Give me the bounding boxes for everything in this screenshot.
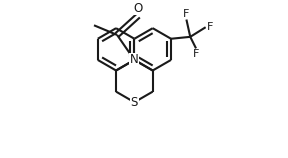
Text: F: F: [193, 49, 199, 59]
Text: N: N: [130, 53, 139, 66]
Text: F: F: [183, 9, 190, 19]
Text: S: S: [131, 96, 138, 109]
Text: O: O: [134, 2, 143, 15]
Text: F: F: [206, 22, 213, 32]
